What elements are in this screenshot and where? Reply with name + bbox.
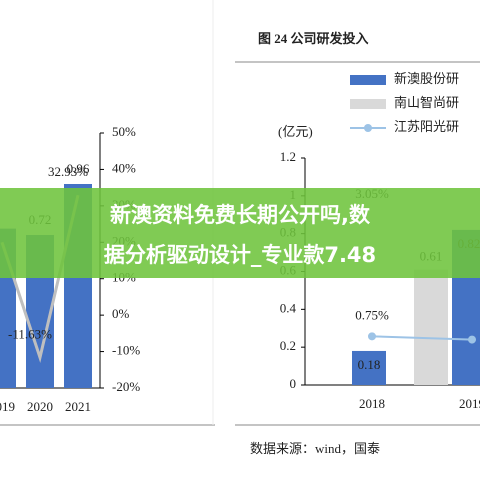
marker [468,335,476,344]
chart-title: 图 24 公司研发投入 [258,31,369,46]
x-tick-label: 2019 [0,399,15,414]
value-label: 0.96 [67,161,90,176]
y-tick-label: 1.2 [280,149,296,164]
value-label: -11.63% [8,326,52,341]
line [371,335,473,341]
y2-tick-label: -10% [112,343,140,358]
y2-tick-label: 0% [112,306,130,321]
bar [352,350,386,385]
value-label: 0.75% [355,307,389,322]
y2-tick-label: 50% [112,124,136,139]
legend-label: 南山智尚研 [394,95,459,110]
legend-label: 江苏阳光研 [394,119,459,134]
legend-swatch [350,99,386,109]
y2-tick-label: 40% [112,160,136,175]
x-tick-label: 2019 [459,396,480,411]
legend-label: 新澳股份研 [394,71,459,86]
value-label: 0.18 [358,357,381,372]
legend-marker [364,124,372,132]
marker [368,332,376,341]
axis-unit: (亿元) [278,124,313,139]
value-label: 32.93% [48,164,88,179]
bar [414,269,448,385]
banner-text: 新澳资料免费长期公开吗,数 [110,203,371,227]
y-tick-label: 0 [290,376,297,391]
x-tick-label: 2018 [359,396,385,411]
banner [0,188,480,278]
y-tick-label: 0.4 [280,300,297,315]
source: 数据来源：wind，国泰 [250,441,380,456]
y2-tick-label: -20% [112,379,140,394]
x-tick-label: 2020 [27,399,53,414]
legend-swatch [350,75,386,85]
banner-text: 据分析驱动设计_专业款7.48 [104,243,376,267]
x-tick-label: 2021 [65,399,91,414]
y-tick-label: 0.2 [280,338,296,353]
